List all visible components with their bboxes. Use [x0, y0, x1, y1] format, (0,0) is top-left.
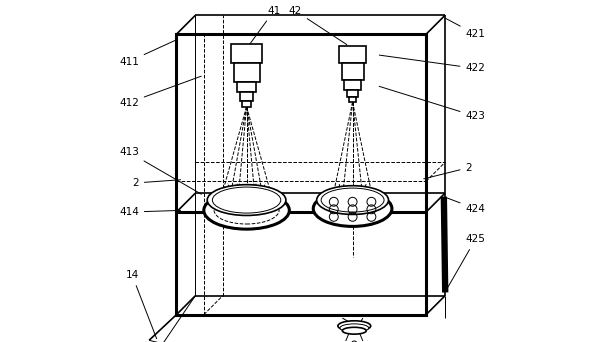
- Bar: [349, 97, 356, 102]
- Text: 422: 422: [379, 55, 485, 74]
- Bar: [237, 82, 256, 92]
- Ellipse shape: [207, 185, 286, 215]
- Text: 411: 411: [119, 40, 175, 67]
- Bar: [242, 101, 251, 107]
- Text: 413: 413: [119, 147, 201, 194]
- Bar: [240, 92, 253, 101]
- Ellipse shape: [340, 324, 368, 332]
- Text: 14: 14: [125, 270, 157, 339]
- Bar: [231, 44, 262, 63]
- Ellipse shape: [313, 191, 392, 226]
- Text: 421: 421: [445, 18, 485, 39]
- Ellipse shape: [338, 321, 371, 331]
- Text: 425: 425: [445, 234, 485, 292]
- Text: 423: 423: [379, 86, 485, 121]
- Text: 2: 2: [424, 162, 472, 179]
- Bar: [344, 80, 361, 90]
- Ellipse shape: [342, 327, 366, 334]
- Bar: [176, 34, 426, 315]
- Text: 2: 2: [132, 178, 181, 188]
- Text: 424: 424: [446, 198, 485, 214]
- Text: 414: 414: [119, 207, 181, 217]
- Text: 41: 41: [250, 6, 281, 44]
- Ellipse shape: [204, 192, 289, 229]
- Bar: [233, 63, 259, 82]
- Text: 42: 42: [289, 6, 347, 45]
- Text: 412: 412: [119, 76, 201, 108]
- Bar: [342, 63, 364, 80]
- Bar: [339, 46, 366, 63]
- Ellipse shape: [317, 186, 388, 214]
- Bar: [347, 90, 358, 97]
